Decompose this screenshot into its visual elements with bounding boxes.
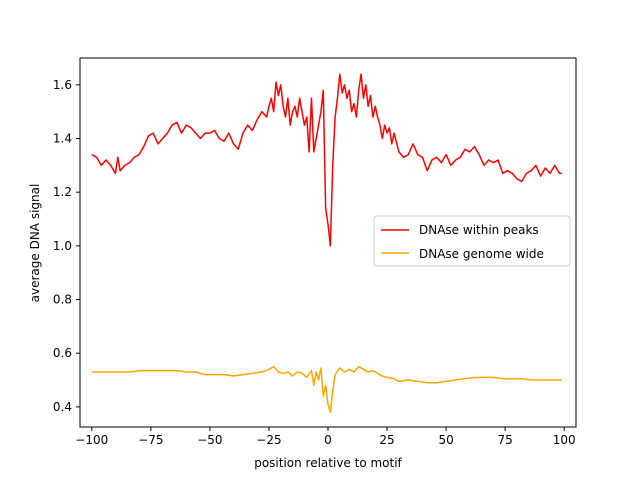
x-tick-label: −50 — [197, 433, 222, 447]
legend: DNAse within peaks DNAse genome wide — [373, 215, 571, 267]
y-tick-label: 0.6 — [53, 346, 72, 360]
legend-label-dnase-within-peaks: DNAse within peaks — [419, 223, 539, 237]
series-layer — [91, 73, 562, 413]
y-axis-label: average DNA signal — [28, 184, 42, 303]
x-tick-label: −25 — [256, 433, 281, 447]
x-tick-label: −75 — [138, 433, 163, 447]
y-tick-label: 0.8 — [53, 293, 72, 307]
series-line-dnase-within-peaks — [91, 73, 562, 247]
x-axis-label: position relative to motif — [254, 456, 402, 470]
x-tick-label: 0 — [324, 433, 332, 447]
x-tick-label: 100 — [553, 433, 576, 447]
x-tick-label: −100 — [75, 433, 108, 447]
x-tick-label: 50 — [438, 433, 453, 447]
y-axis-ticks: 0.4 0.6 0.8 1.0 1.2 1.4 1.6 — [53, 78, 80, 414]
y-tick-label: 1.0 — [53, 239, 72, 253]
x-tick-label: 25 — [379, 433, 394, 447]
y-tick-label: 1.6 — [53, 78, 72, 92]
y-tick-label: 1.4 — [53, 132, 72, 146]
legend-box — [373, 215, 571, 267]
y-tick-label: 1.2 — [53, 185, 72, 199]
y-tick-label: 0.4 — [53, 400, 72, 414]
series-line-dnase-genome-wide — [91, 365, 562, 413]
legend-label-dnase-genome-wide: DNAse genome wide — [419, 247, 544, 261]
x-tick-label: 75 — [498, 433, 513, 447]
x-axis-ticks: −100 −75 −50 −25 0 25 50 75 100 — [75, 427, 576, 447]
